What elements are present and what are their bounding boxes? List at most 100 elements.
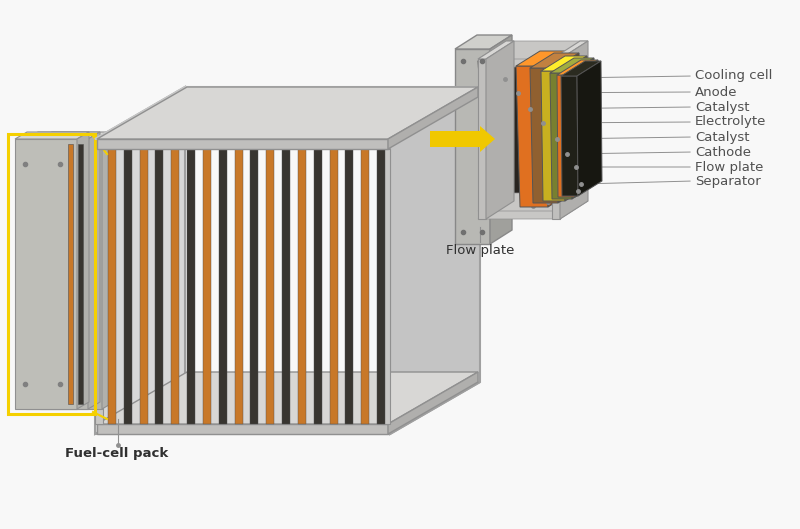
Polygon shape — [26, 139, 88, 409]
Polygon shape — [574, 60, 599, 197]
Text: Separator: Separator — [695, 175, 761, 187]
Text: Cathode: Cathode — [695, 145, 751, 159]
Polygon shape — [552, 43, 580, 217]
Polygon shape — [140, 145, 155, 149]
Polygon shape — [77, 132, 89, 409]
Polygon shape — [95, 149, 103, 424]
Polygon shape — [516, 51, 568, 66]
Polygon shape — [234, 149, 242, 424]
Polygon shape — [250, 149, 258, 424]
Polygon shape — [282, 145, 298, 149]
Text: Anode: Anode — [695, 86, 738, 98]
Text: Electrolyte: Electrolyte — [695, 115, 766, 129]
Polygon shape — [68, 144, 73, 404]
Polygon shape — [455, 35, 512, 49]
Polygon shape — [95, 382, 480, 434]
Polygon shape — [557, 60, 598, 75]
Polygon shape — [561, 76, 578, 196]
Polygon shape — [577, 61, 602, 196]
Polygon shape — [97, 424, 388, 434]
Polygon shape — [97, 87, 478, 139]
Polygon shape — [388, 87, 478, 149]
Polygon shape — [511, 46, 544, 214]
Polygon shape — [526, 48, 557, 211]
Polygon shape — [388, 372, 478, 434]
Polygon shape — [361, 145, 376, 149]
Polygon shape — [550, 73, 572, 199]
Polygon shape — [108, 145, 123, 149]
Polygon shape — [557, 75, 575, 197]
Polygon shape — [490, 35, 512, 244]
Polygon shape — [486, 61, 552, 217]
Polygon shape — [552, 59, 560, 219]
Polygon shape — [478, 41, 588, 59]
Polygon shape — [552, 41, 588, 59]
Polygon shape — [155, 149, 163, 424]
Text: Catalyst: Catalyst — [695, 131, 750, 143]
Polygon shape — [377, 149, 385, 424]
Polygon shape — [330, 149, 338, 424]
Polygon shape — [550, 58, 594, 73]
Polygon shape — [478, 201, 588, 219]
Polygon shape — [218, 145, 234, 149]
Polygon shape — [570, 58, 596, 199]
Polygon shape — [15, 139, 77, 409]
Polygon shape — [40, 139, 102, 409]
Polygon shape — [346, 149, 354, 424]
Polygon shape — [88, 132, 100, 409]
Polygon shape — [15, 132, 89, 139]
Polygon shape — [298, 149, 306, 424]
Polygon shape — [298, 145, 313, 149]
Polygon shape — [155, 145, 170, 149]
Polygon shape — [455, 49, 490, 244]
Polygon shape — [124, 149, 132, 424]
Polygon shape — [541, 56, 587, 71]
Polygon shape — [250, 145, 266, 149]
Polygon shape — [560, 41, 588, 219]
Polygon shape — [330, 145, 345, 149]
Text: Catalyst: Catalyst — [695, 101, 750, 114]
Polygon shape — [266, 149, 274, 424]
Polygon shape — [430, 126, 495, 152]
Polygon shape — [390, 87, 480, 434]
Polygon shape — [478, 59, 486, 219]
Polygon shape — [361, 149, 369, 424]
Polygon shape — [95, 87, 185, 434]
Polygon shape — [478, 46, 535, 61]
Polygon shape — [314, 149, 322, 424]
Polygon shape — [234, 145, 250, 149]
Polygon shape — [40, 132, 114, 139]
Polygon shape — [187, 149, 195, 424]
Polygon shape — [486, 43, 580, 61]
Polygon shape — [377, 145, 392, 149]
Polygon shape — [140, 149, 148, 424]
Polygon shape — [478, 41, 514, 59]
Polygon shape — [478, 61, 520, 214]
Polygon shape — [26, 132, 100, 139]
Polygon shape — [266, 145, 282, 149]
Polygon shape — [498, 48, 550, 63]
Polygon shape — [95, 87, 480, 139]
Polygon shape — [516, 66, 548, 207]
Polygon shape — [486, 41, 514, 219]
Polygon shape — [78, 144, 83, 404]
Polygon shape — [478, 49, 588, 67]
Text: Fuel-cell pack: Fuel-cell pack — [65, 447, 168, 460]
Polygon shape — [498, 63, 533, 211]
Text: Cooling cell: Cooling cell — [695, 69, 772, 83]
Polygon shape — [97, 139, 388, 149]
Polygon shape — [530, 53, 579, 68]
Polygon shape — [203, 149, 211, 424]
Polygon shape — [171, 149, 179, 424]
Polygon shape — [171, 145, 186, 149]
Polygon shape — [346, 145, 361, 149]
Polygon shape — [314, 145, 329, 149]
Polygon shape — [97, 372, 478, 424]
Polygon shape — [282, 149, 290, 424]
Polygon shape — [187, 145, 202, 149]
Polygon shape — [544, 51, 572, 207]
Polygon shape — [218, 149, 226, 424]
Text: Flow plate: Flow plate — [695, 160, 763, 174]
Polygon shape — [478, 193, 588, 211]
Polygon shape — [102, 132, 114, 409]
